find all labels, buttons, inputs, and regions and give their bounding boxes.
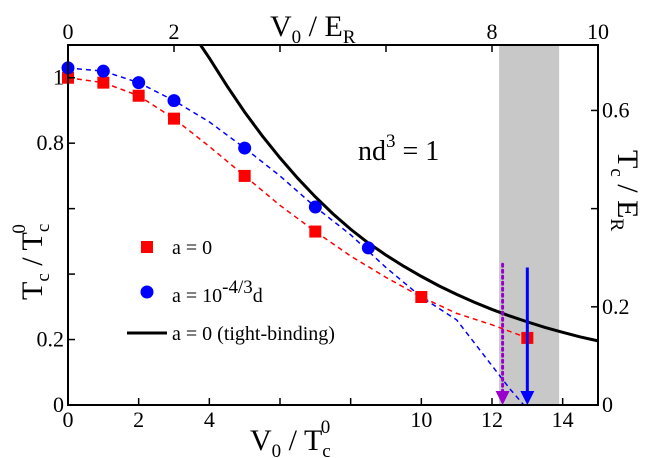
legend-circle-marker bbox=[140, 285, 154, 299]
point-series0-2 bbox=[132, 89, 145, 102]
left-tick-label: 0.8 bbox=[37, 130, 65, 155]
shaded-region-layer bbox=[499, 45, 560, 405]
point-series1-2 bbox=[132, 76, 146, 90]
right-tick-label: 0 bbox=[602, 392, 613, 417]
arrow-head-0 bbox=[520, 391, 535, 405]
legend-square-marker bbox=[141, 241, 153, 253]
bottom-axis-title: V0 / Tc0 bbox=[250, 417, 331, 458]
top-tick-label: 8 bbox=[487, 19, 498, 44]
plot-frame bbox=[67, 44, 599, 406]
point-series1-4 bbox=[238, 141, 252, 155]
arrow-head-1 bbox=[495, 391, 510, 405]
point-series0-4 bbox=[238, 169, 251, 182]
point-series0-3 bbox=[168, 112, 180, 125]
left-axis-title: Tc / Tc0 bbox=[9, 224, 54, 300]
right-tick-label: 0.6 bbox=[602, 97, 630, 122]
point-series1-5 bbox=[308, 200, 322, 214]
arrows-layer bbox=[495, 262, 535, 405]
density-annotation: nd3 = 1 bbox=[358, 131, 439, 167]
bottom-tick-label: 4 bbox=[204, 407, 215, 432]
point-series1-3 bbox=[167, 94, 181, 108]
legend-label-tight-binding: a = 0 (tight-binding) bbox=[172, 323, 335, 345]
fit-line-1 bbox=[67, 67, 525, 406]
bottom-tick-label: 10 bbox=[410, 407, 432, 432]
point-series0-1 bbox=[97, 76, 110, 89]
bottom-tick-label: 2 bbox=[133, 407, 144, 432]
left-tick-label: 0.2 bbox=[37, 327, 65, 352]
data-points-layer bbox=[61, 61, 534, 344]
shaded-region bbox=[499, 45, 560, 405]
point-series0-5 bbox=[309, 225, 322, 238]
legend-label-a0: a = 0 bbox=[172, 237, 212, 259]
bottom-tick-label: 12 bbox=[481, 407, 503, 432]
point-series0-6 bbox=[415, 291, 428, 303]
right-axis-title: Tc / ER bbox=[606, 150, 644, 231]
top-tick-label: 10 bbox=[587, 19, 609, 44]
left-tick-label: 1 bbox=[53, 65, 64, 90]
bottom-tick-label: 14 bbox=[552, 407, 574, 432]
top-axis-title: V0 / ER bbox=[270, 10, 356, 48]
point-series1-1 bbox=[96, 64, 110, 78]
left-tick-label: 0 bbox=[53, 392, 64, 417]
legend-label-a10: a = 10-4/3d bbox=[172, 277, 263, 307]
bottom-tick-label: 0 bbox=[63, 407, 74, 432]
fit-line-0 bbox=[67, 76, 528, 339]
right-tick-label: 0.2 bbox=[602, 294, 630, 319]
point-series1-6 bbox=[361, 241, 375, 255]
tight-binding-curve bbox=[199, 44, 599, 343]
top-tick-label: 0 bbox=[63, 19, 74, 44]
top-tick-label: 2 bbox=[169, 19, 180, 44]
legend: a = 0 a = 10-4/3d a = 0 (tight-binding) bbox=[127, 237, 335, 345]
